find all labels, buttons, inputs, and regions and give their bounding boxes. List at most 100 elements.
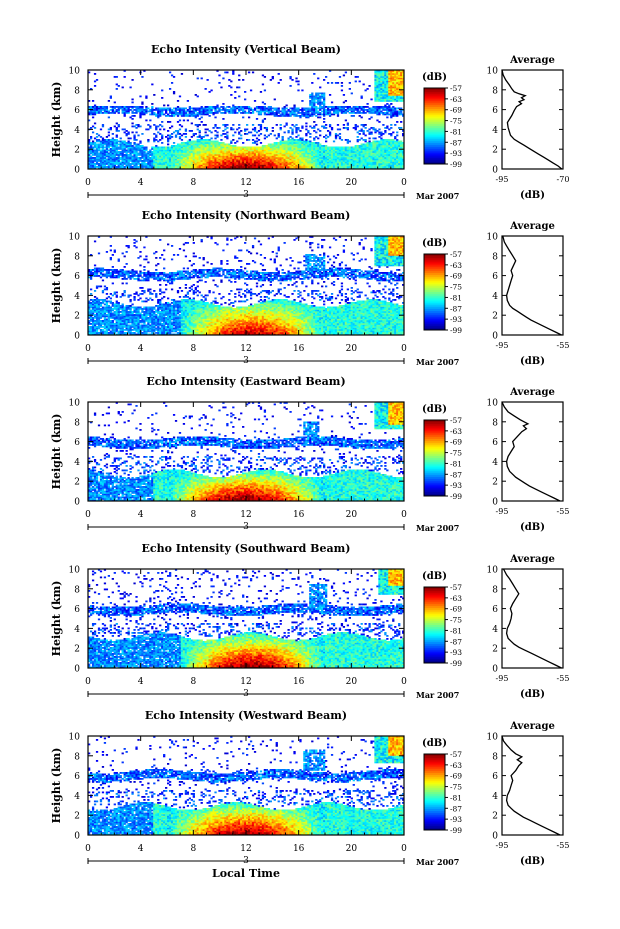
echo-cell [357, 106, 359, 108]
echo-cell [333, 147, 335, 149]
echo-cell [157, 108, 159, 110]
echo-cell [108, 153, 110, 155]
echo-cell [94, 81, 96, 83]
echo-cell [108, 117, 110, 119]
echo-cell [175, 108, 177, 110]
echo-cell [325, 141, 327, 143]
echo-cell [165, 108, 167, 110]
echo-cell [171, 133, 173, 135]
echo-cell [286, 105, 288, 107]
echo-cell [205, 139, 207, 141]
echo-cell [116, 109, 118, 111]
echo-cell [331, 102, 333, 104]
echo-cell [191, 111, 193, 113]
echo-cell [240, 106, 242, 108]
colorbar-tick-label: -81 [450, 127, 462, 136]
echo-cell [266, 145, 268, 147]
echo-cell [329, 106, 331, 108]
echo-cell [378, 121, 380, 123]
echo-cell [171, 75, 173, 77]
echo-cell [208, 106, 210, 108]
echo-cell [313, 130, 315, 132]
echo-cell [161, 108, 163, 110]
echo-cell [120, 157, 122, 159]
echo-cell [297, 90, 299, 92]
echo-cell [355, 81, 357, 83]
echo-cell [167, 144, 169, 146]
echo-cell [161, 126, 163, 128]
echo-cell [319, 117, 321, 119]
echo-cell [108, 139, 110, 141]
echo-cell [167, 138, 169, 140]
echo-cell [102, 138, 104, 140]
echo-cell [370, 108, 372, 110]
echo-cell [141, 145, 143, 147]
echo-cell [254, 147, 256, 149]
echo-cell [226, 135, 228, 137]
echo-cell [331, 82, 333, 84]
avg-x-tick-label: -95 [496, 175, 509, 184]
echo-cell [278, 133, 280, 135]
echo-cell [197, 124, 199, 126]
echo-cell [128, 141, 130, 143]
echo-cell [133, 112, 135, 114]
echo-cell [216, 135, 218, 137]
echo-cell [131, 79, 133, 81]
echo-cell [220, 87, 222, 89]
echo-cell [272, 144, 274, 146]
echo-cell [137, 135, 139, 137]
echo-cell [100, 141, 102, 143]
echo-cell [128, 138, 130, 140]
echo-cell [272, 130, 274, 132]
echo-cell [357, 76, 359, 78]
echo-cell [264, 135, 266, 137]
echo-cell [147, 111, 149, 113]
echo-cell [100, 136, 102, 138]
echo-cell [252, 142, 254, 144]
echo-cell [287, 109, 289, 111]
echo-cell [345, 147, 347, 149]
echo-cell [153, 124, 155, 126]
echo-cell [238, 87, 240, 89]
echo-cell [264, 90, 266, 92]
echo-cell [195, 133, 197, 135]
echo-cell [214, 141, 216, 143]
echo-cell [226, 72, 228, 74]
echo-cell [365, 106, 367, 108]
echo-cell [118, 85, 120, 87]
echo-cell [238, 96, 240, 98]
echo-cell [258, 139, 260, 141]
x-tick-label: 4 [138, 178, 144, 188]
echo-cell [234, 106, 236, 108]
average-title: Average [509, 55, 555, 66]
echo-cell [118, 130, 120, 132]
echo-cell [337, 82, 339, 84]
echo-cell [361, 129, 363, 131]
echo-cell [323, 118, 325, 120]
echo-cell [96, 139, 98, 141]
echo-cell [345, 109, 347, 111]
echo-cell [337, 124, 339, 126]
echo-cell [347, 139, 349, 141]
echo-cell [214, 130, 216, 132]
echo-cell [141, 160, 143, 162]
echo-cell [187, 120, 189, 122]
echo-cell [141, 76, 143, 78]
echo-cell [311, 127, 313, 129]
echo-cell [363, 84, 365, 86]
echo-cell [282, 108, 284, 110]
echo-cell [329, 124, 331, 126]
echo-cell [114, 139, 116, 141]
echo-cell [228, 85, 230, 87]
echo-cell [287, 138, 289, 140]
echo-cell [218, 82, 220, 84]
echo-cell [110, 127, 112, 129]
echo-cell [102, 124, 104, 126]
echo-cell [90, 156, 92, 158]
echo-cell [301, 100, 303, 102]
echo-cell [199, 108, 201, 110]
colorbar-tick-label: -69 [450, 106, 462, 115]
echo-cell [122, 106, 124, 108]
echo-cell [161, 147, 163, 149]
echo-cell [274, 135, 276, 137]
